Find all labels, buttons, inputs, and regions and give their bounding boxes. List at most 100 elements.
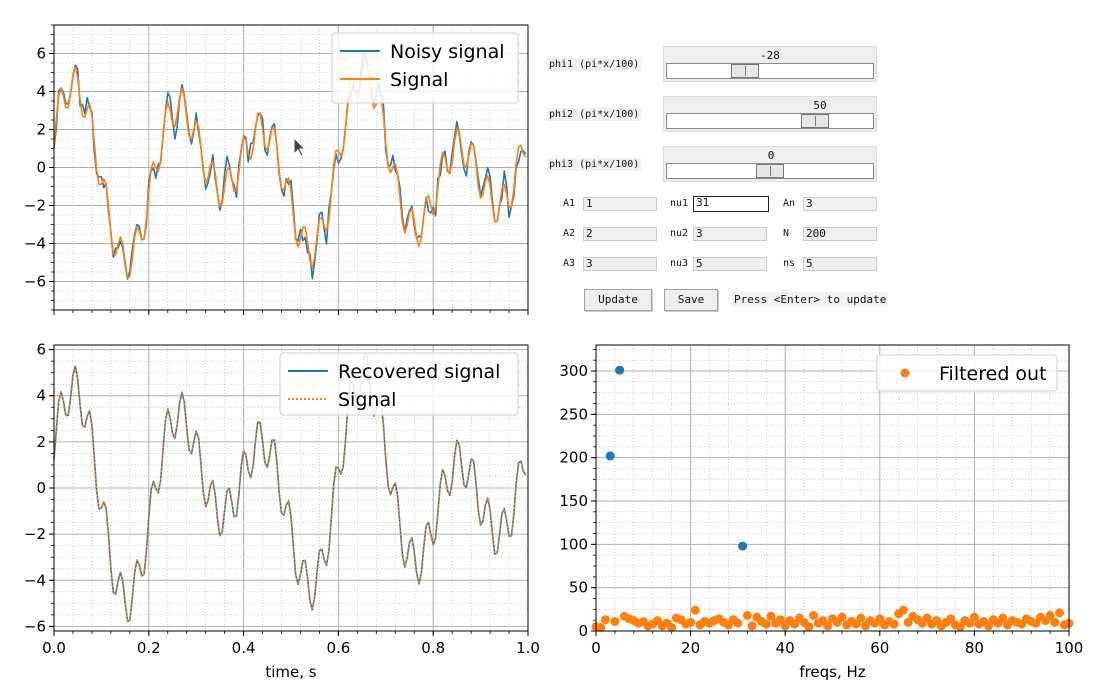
filtered-point [790,619,800,629]
filtered-point [686,617,696,627]
field-nu2-input[interactable]: 3 [693,227,767,241]
filtered-point [667,623,677,633]
y-tick-label: 0 [36,159,46,177]
y-tick-label: 50 [569,579,588,597]
y-tick-label: 300 [559,362,588,380]
field-a3-label: A3 [563,258,576,269]
y-tick-label: 2 [36,433,46,451]
slider-phi1[interactable]: -28 [663,46,877,82]
y-tick-label: 100 [559,535,588,553]
slider-phi3-thumb[interactable] [756,164,784,178]
field-nu3-input[interactable]: 5 [693,257,767,271]
legend-label: Signal [390,69,448,91]
legend-box [279,352,519,416]
x-tick-label: 20 [681,639,700,657]
x-tick-label: 0.2 [137,639,161,657]
field-n-input[interactable]: 200 [803,227,877,241]
update-button[interactable]: Update [584,289,652,311]
filtered-point [1055,608,1065,618]
field-an-input[interactable]: 3 [803,197,877,211]
filtered-point [903,617,913,627]
update-hint: Press <Enter> to update [732,292,889,307]
filtered-point [809,610,819,620]
slider-phi2[interactable]: 50 [663,96,877,132]
field-an-label: An [783,198,796,209]
y-tick-label: 150 [559,492,588,510]
x-tick-label: 1.0 [516,639,540,657]
field-ns-input[interactable]: 5 [803,257,877,271]
x-tick-label: 0.4 [232,639,256,657]
filtered-point [596,623,606,633]
slider-phi1-thumb[interactable] [730,64,759,78]
y-tick-label: 6 [36,45,46,63]
axes-frame [53,344,529,632]
filtered-point [761,619,771,629]
axes-frame [53,24,529,311]
field-nu3-label: nu3 [670,258,689,269]
x-tick-label: 60 [870,639,889,657]
y-tick-label: −6 [24,273,46,291]
filtered-point [955,622,965,632]
filtered-point [823,621,833,631]
x-tick-label: 0.8 [421,639,445,657]
slider-phi2-value: 50 [813,99,827,112]
kept-point [605,451,615,461]
legend-label: Recovered signal [338,361,500,383]
filtered-point [875,614,885,624]
slider-phi1-value: -28 [760,49,780,62]
x-axis-label: freqs, Hz [799,663,865,681]
kept-point [615,365,625,375]
noisy-signal-plot: −6 −4 −2 0 2 4 6 Noisy signal Signal [24,24,529,315]
field-a2-input[interactable]: 2 [583,227,657,241]
kept-point [738,541,748,551]
field-a1-label: A1 [563,198,576,209]
x-tick-label: 80 [965,639,984,657]
field-a3-input[interactable]: 3 [583,257,657,271]
filtered-point [889,619,899,629]
x-axis-label: time, s [265,663,316,681]
filtered-point [856,613,866,623]
slider-phi2-label: phi2 (pi*x/100) [547,108,642,121]
legend-box [876,354,1058,392]
filtered-point [804,622,814,632]
filtered-point [837,612,847,622]
slider-phi3[interactable]: 0 [663,146,877,182]
x-tick-label: 0 [591,639,601,657]
filtered-point [1050,617,1060,627]
field-nu1-label: nu1 [670,198,689,209]
slider-phi1-track[interactable] [666,63,874,79]
y-tick-label: 4 [36,83,46,101]
signal-line [53,56,527,279]
slider-phi2-thumb[interactable] [801,114,829,128]
field-ns-label: ns [783,258,796,269]
legend-marker [900,368,910,378]
filtered-point [946,614,956,624]
field-a2-label: A2 [563,228,576,239]
field-nu2-label: nu2 [670,228,689,239]
filtered-point [766,611,776,621]
field-a1-input[interactable]: 1 [583,197,657,211]
filtered-point [775,615,785,625]
y-tick-label: −6 [24,617,46,635]
filtered-point [1045,610,1055,620]
recovered-signal-line [53,353,527,623]
filtered-point [690,605,700,615]
filtered-point [742,610,752,620]
field-nu1-input[interactable]: 31 [693,196,769,212]
x-tick-label: 0.6 [326,639,350,657]
save-button[interactable]: Save [664,289,718,311]
filtered-point [965,618,975,628]
legend-label: Noisy signal [390,41,505,63]
slider-phi2-track[interactable] [666,113,874,129]
x-tick-label: 40 [776,639,795,657]
x-tick-label: 100 [1055,639,1084,657]
filtered-point [610,616,620,626]
y-tick-label: 0 [578,622,588,640]
y-tick-label: −4 [24,571,46,589]
y-tick-label: −2 [24,197,46,215]
filtered-point [600,615,610,625]
y-tick-label: 200 [559,449,588,467]
y-tick-label: 6 [36,341,46,359]
y-tick-label: 250 [559,405,588,423]
